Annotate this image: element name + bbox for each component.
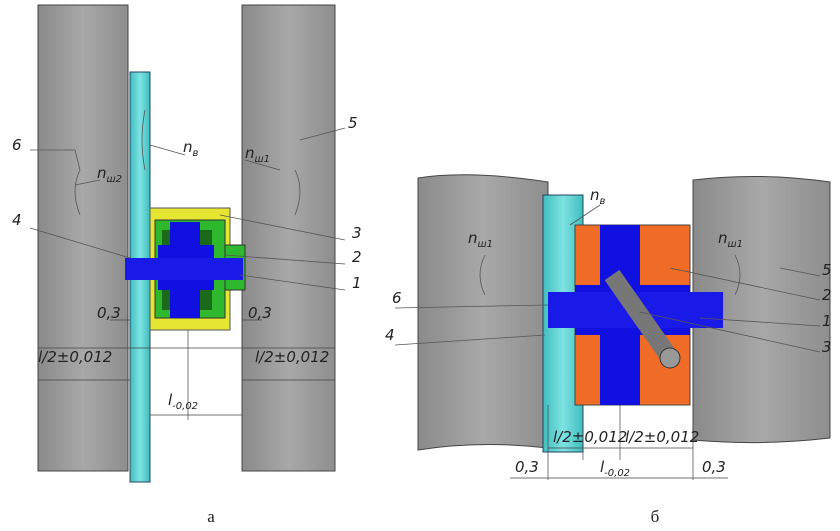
callout-label: 5 xyxy=(348,114,358,132)
label-main: n xyxy=(590,186,600,204)
panel-caption: б xyxy=(651,507,660,526)
callout-label: 0,3 xyxy=(702,458,726,476)
callout-label: l/2±0,012 xyxy=(255,348,329,366)
label-subscript: в xyxy=(193,148,199,159)
label-subscript: в xyxy=(600,196,606,207)
callout-label: 2 xyxy=(352,248,362,266)
callout-label: nв xyxy=(183,138,199,159)
label-main: n xyxy=(183,138,193,156)
callout-label: 4 xyxy=(12,211,22,229)
callout-label: l-0,02 xyxy=(168,391,198,412)
callout-label: 0,3 xyxy=(515,458,539,476)
label-subscript: ш1 xyxy=(255,154,271,165)
label-main: n xyxy=(245,144,255,162)
callout-label: 2 xyxy=(822,286,832,304)
callout-label: 0,3 xyxy=(97,304,121,322)
callout-label: 6 xyxy=(392,289,402,307)
callout-label: 4 xyxy=(385,326,395,344)
label-subscript: ш2 xyxy=(107,174,123,185)
label-subscript: ш1 xyxy=(728,239,744,250)
diagram: а6nш2nвnш1543210,30,3l/2±0,012l/2±0,012l… xyxy=(0,0,840,531)
callout-label: 3 xyxy=(352,224,362,242)
callout-label: l/2±0,012 xyxy=(553,428,627,446)
callout-label: 3 xyxy=(822,338,832,356)
callout-label: l-0,02 xyxy=(600,458,630,479)
panel-caption: а xyxy=(207,507,215,526)
callout-label: l/2±0,012 xyxy=(38,348,112,366)
callout-label: 0,3 xyxy=(248,304,272,322)
label-main: n xyxy=(97,164,107,182)
callout-label: 1 xyxy=(822,312,832,330)
callout-label: nв xyxy=(590,186,606,207)
label-main: n xyxy=(468,229,478,247)
label-subscript: -0,02 xyxy=(604,468,630,479)
callout-label: l/2±0,012 xyxy=(625,428,699,446)
label-main: n xyxy=(718,229,728,247)
callout-label: 1 xyxy=(352,274,362,292)
label-subscript: ш1 xyxy=(478,239,494,250)
callout-label: 5 xyxy=(822,261,832,279)
label-subscript: -0,02 xyxy=(172,401,198,412)
callout-label: 6 xyxy=(12,136,22,154)
